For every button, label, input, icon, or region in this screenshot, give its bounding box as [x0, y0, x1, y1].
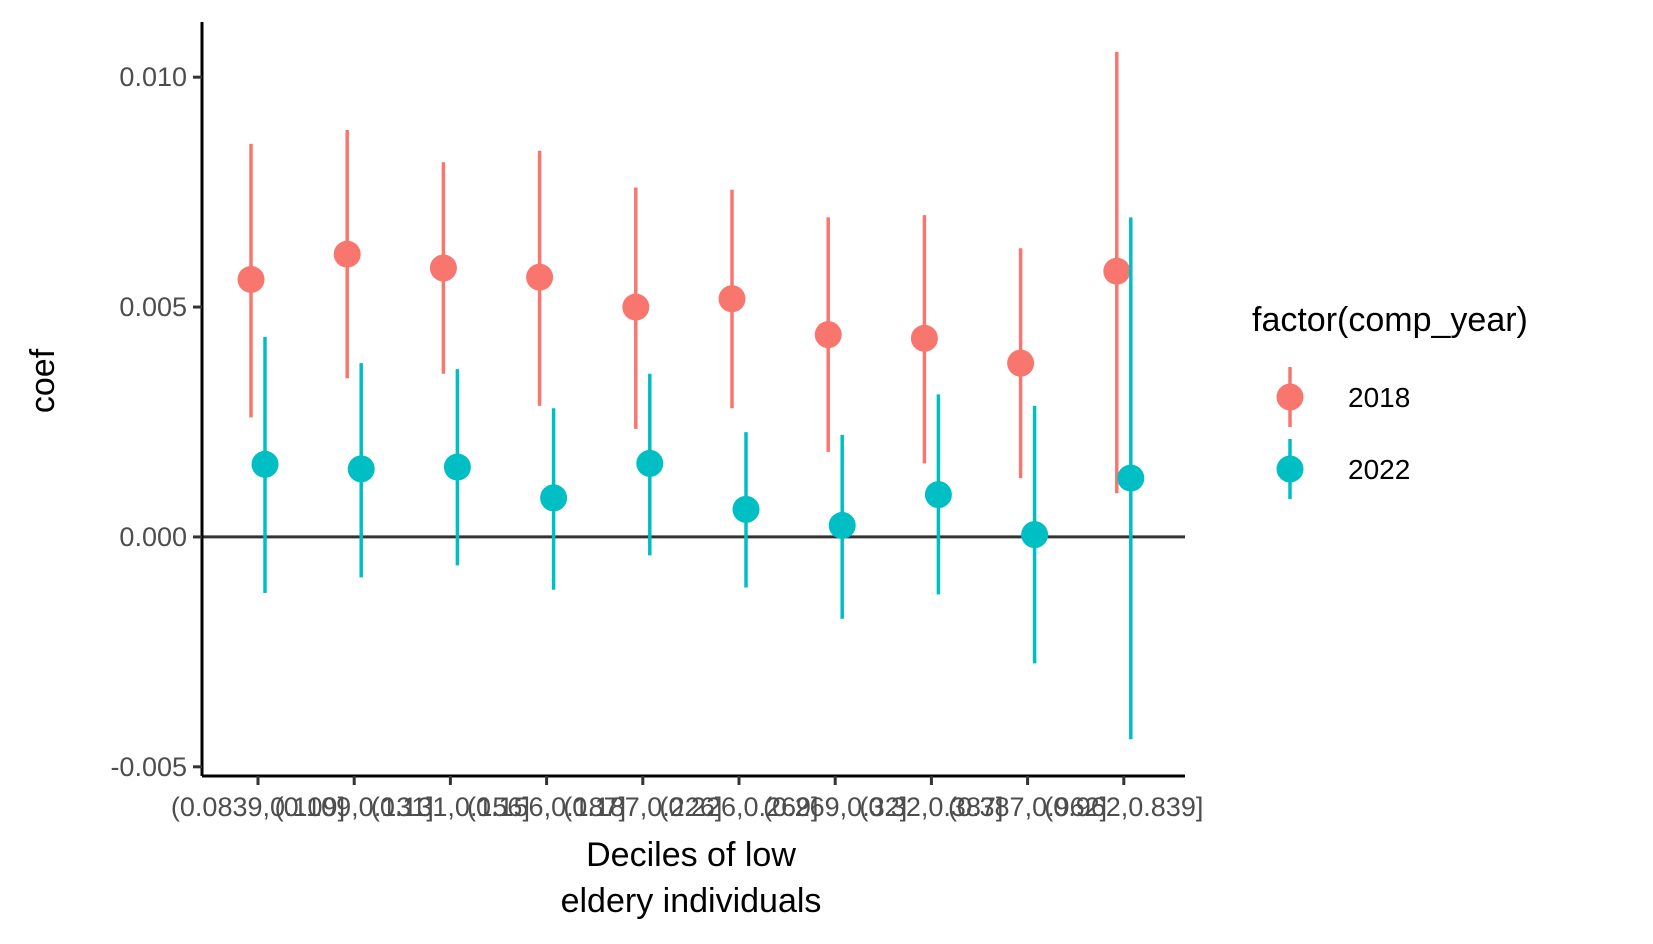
- legend-label: 2022: [1348, 454, 1410, 485]
- data-point: [237, 265, 265, 293]
- x-tick-label: (0.187,0.226]: [563, 792, 722, 822]
- y-axis-title: coef: [24, 348, 62, 413]
- series-2018: [237, 51, 1131, 494]
- x-tick-label: (0.109,0.131]: [275, 792, 434, 822]
- x-tick-label: (0.131,0.156]: [371, 792, 530, 822]
- data-point: [718, 285, 746, 313]
- data-point: [828, 511, 856, 539]
- x-tick-label: (0.269,0.32]: [763, 792, 907, 822]
- data-point: [622, 293, 650, 321]
- data-point: [814, 321, 842, 349]
- x-tick-label: (0.0839,0.109]: [171, 792, 345, 822]
- legend-item-2018: 2018: [1276, 367, 1410, 427]
- x-tick-label: (0.156,0.187]: [467, 792, 626, 822]
- legend-key-point: [1276, 383, 1304, 411]
- data-point: [636, 449, 664, 477]
- legend-title: factor(comp_year): [1252, 301, 1528, 339]
- series-2022: [251, 217, 1145, 740]
- x-axis-title-line-2: eldery individuals: [561, 882, 822, 920]
- data-point: [251, 450, 279, 478]
- y-tick-label: 0.005: [119, 292, 187, 322]
- x-tick-label: (0.962,0.839]: [1044, 792, 1203, 822]
- x-axis-title-line-1: Deciles of low: [586, 836, 796, 874]
- legend-item-2022: 2022: [1276, 439, 1410, 499]
- y-axis-ticks: -0.005 0.000 0.005 0.010: [110, 62, 202, 782]
- x-tick-label: (0.226,0.269]: [659, 792, 818, 822]
- data-point: [910, 324, 938, 352]
- data-point: [526, 263, 554, 291]
- data-point: [429, 254, 457, 282]
- x-tick-label: (0.32,0.387]: [859, 792, 1003, 822]
- data-point: [443, 453, 471, 481]
- data-point: [924, 481, 952, 509]
- data-point: [1117, 464, 1145, 492]
- x-axis-ticks: (0.0839,0.109](0.109,0.131](0.131,0.156]…: [171, 776, 1203, 822]
- series-layer: [237, 51, 1145, 740]
- data-point: [347, 455, 375, 483]
- data-point: [1007, 349, 1035, 377]
- y-tick-label: 0.000: [119, 522, 187, 552]
- data-point: [732, 495, 760, 523]
- legend-items: 2018 2022: [1276, 367, 1410, 499]
- data-point: [1021, 521, 1049, 549]
- y-tick-label: -0.005: [110, 752, 187, 782]
- y-tick-label: 0.010: [119, 62, 187, 92]
- legend-key-point: [1276, 455, 1304, 483]
- legend: factor(comp_year) 2018 2022: [1252, 301, 1528, 499]
- data-point: [333, 240, 361, 268]
- data-point: [540, 484, 568, 512]
- legend-label: 2018: [1348, 382, 1410, 413]
- data-point: [1103, 257, 1131, 285]
- x-tick-label: (0.387,0.962]: [948, 792, 1107, 822]
